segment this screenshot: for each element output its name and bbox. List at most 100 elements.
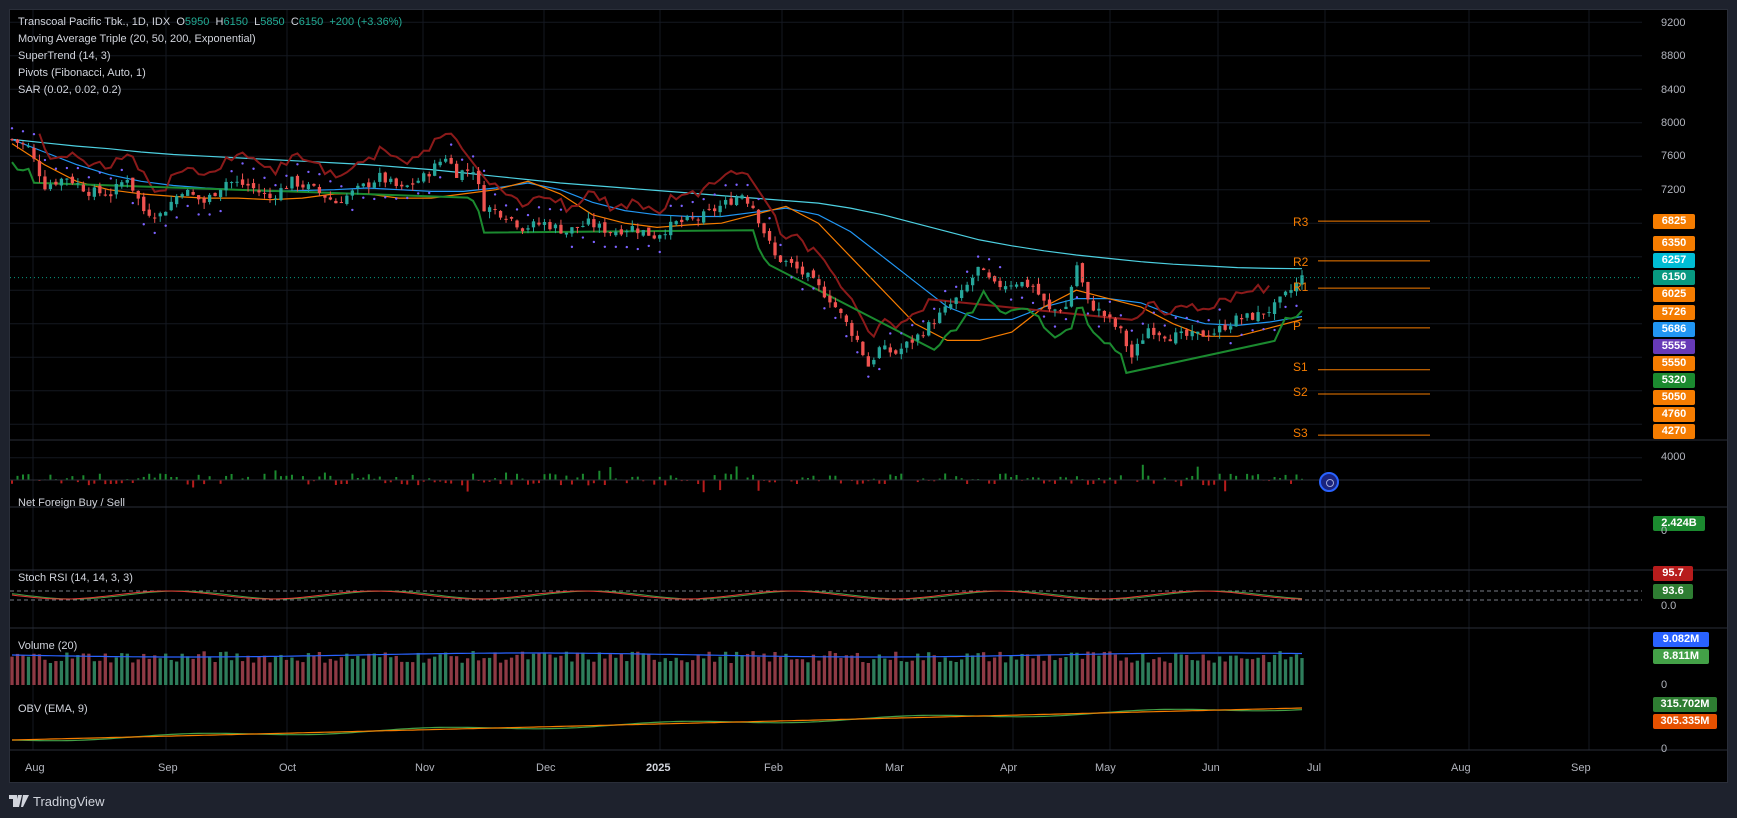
- net-foreign-bar: [175, 477, 178, 480]
- volume-bar: [54, 661, 58, 685]
- volume-bar: [186, 656, 190, 685]
- high-label: H: [215, 16, 224, 28]
- candle-body: [498, 210, 503, 218]
- net-foreign-bar: [938, 478, 941, 480]
- x-tick: Apr: [1000, 762, 1018, 774]
- volume-bar: [26, 656, 31, 685]
- candle-body: [762, 223, 766, 234]
- net-foreign-bar: [1015, 474, 1018, 480]
- goto-realtime-button[interactable]: [1319, 472, 1339, 492]
- net-foreign-title[interactable]: Net Foreign Buy / Sell: [18, 497, 125, 509]
- net-foreign-bar: [516, 473, 519, 480]
- volume-bar: [800, 659, 805, 685]
- candle-body: [169, 201, 173, 211]
- candle-body: [1218, 325, 1222, 333]
- sar-dot: [889, 332, 892, 335]
- net-foreign-bar: [208, 476, 211, 480]
- sar-dot: [329, 180, 332, 183]
- volume-bar: [1152, 659, 1156, 685]
- legend-ma-triple[interactable]: Moving Average Triple (20, 50, 200, Expo…: [18, 33, 256, 45]
- volume-bar: [1009, 655, 1013, 685]
- candle-body: [680, 219, 684, 223]
- candle-body: [822, 286, 827, 298]
- net-foreign-bar: [400, 480, 403, 485]
- candle-body: [965, 284, 969, 292]
- sar-dot: [1075, 296, 1079, 299]
- net-foreign-bar: [301, 476, 304, 480]
- net-foreign-bar: [1257, 474, 1260, 480]
- net-foreign-bar: [894, 476, 897, 480]
- candle-body: [712, 208, 717, 212]
- volume-bar: [498, 662, 503, 685]
- volume-bar: [905, 661, 909, 685]
- candle-body: [504, 218, 508, 220]
- obv-title[interactable]: OBV (EMA, 9): [18, 703, 88, 715]
- legend-sar[interactable]: SAR (0.02, 0.02, 0.2): [18, 84, 122, 96]
- net-foreign-bar: [444, 480, 447, 484]
- sar-dot: [460, 158, 464, 161]
- pivot-label-s3: S3: [1293, 426, 1308, 440]
- volume-bar: [196, 654, 201, 685]
- candle-body: [153, 217, 157, 219]
- footer: TradingView: [9, 792, 105, 810]
- candle-body: [1014, 284, 1019, 287]
- chart-frame[interactable]: Transcoal Pacific Tbk., 1D, IDX O5950 H6…: [9, 9, 1728, 783]
- volume-bar: [493, 652, 497, 685]
- brand-name[interactable]: TradingView: [33, 793, 105, 809]
- net-foreign-axis: 0: [1661, 525, 1668, 537]
- candle-body: [745, 196, 750, 204]
- stoch-rsi-title[interactable]: Stoch RSI (14, 14, 3, 3): [18, 572, 133, 584]
- candle-body: [1289, 290, 1293, 293]
- volume-bar: [883, 658, 887, 685]
- volume-ma-badge: 9.082M: [1653, 632, 1709, 647]
- volume-bar: [652, 659, 656, 685]
- net-foreign-bar: [532, 480, 535, 484]
- sar-dot: [65, 166, 69, 170]
- net-foreign-bar: [861, 480, 864, 484]
- net-foreign-bar: [1010, 477, 1013, 480]
- candle-body: [454, 163, 459, 178]
- candle-body: [987, 272, 991, 278]
- volume-bar: [383, 652, 387, 685]
- sar-dot: [1174, 316, 1177, 320]
- volume-bar: [504, 659, 508, 685]
- legend-supertrend[interactable]: SuperTrend (14, 3): [18, 50, 111, 62]
- tradingview-logo-icon[interactable]: [9, 795, 29, 807]
- volume-bar: [992, 657, 997, 685]
- candle-body: [284, 187, 289, 189]
- chart-canvas[interactable]: [10, 10, 1728, 783]
- volume-bar: [1064, 656, 1068, 685]
- sar-dot: [548, 207, 552, 211]
- net-foreign-bar: [373, 478, 376, 480]
- net-foreign-bar: [1086, 480, 1089, 485]
- symbol-header: Transcoal Pacific Tbk., 1D, IDX O5950 H6…: [18, 16, 402, 28]
- legend-pivots[interactable]: Pivots (Fibonacci, Auto, 1): [18, 67, 146, 79]
- net-foreign-bar: [411, 474, 414, 480]
- volume-bar: [339, 657, 344, 685]
- candle-body: [1009, 285, 1013, 287]
- net-foreign-bar: [340, 480, 343, 485]
- volume-bar: [1086, 651, 1090, 685]
- net-foreign-bar: [1037, 477, 1040, 480]
- net-foreign-bar: [1075, 476, 1078, 480]
- net-foreign-bar: [362, 477, 365, 480]
- volume-bar: [1124, 657, 1128, 685]
- net-foreign-bar: [505, 472, 508, 480]
- net-foreign-bar: [1279, 478, 1282, 480]
- candle-body: [191, 191, 195, 195]
- candle-body: [938, 312, 942, 323]
- volume-bar: [1256, 657, 1260, 685]
- supertrend-up-line: [11, 161, 1303, 375]
- candle-body: [570, 227, 574, 234]
- sar-dot: [274, 184, 277, 187]
- candle-body: [608, 232, 612, 234]
- volume-bar: [965, 653, 969, 685]
- volume-title[interactable]: Volume (20): [18, 640, 78, 652]
- volume-bar: [43, 659, 47, 685]
- candle-body: [542, 222, 547, 225]
- net-foreign-bar: [1185, 477, 1188, 480]
- volume-bar: [932, 655, 936, 685]
- volume-bar: [960, 659, 964, 685]
- net-foreign-bar: [757, 480, 760, 491]
- candle-body: [87, 191, 91, 196]
